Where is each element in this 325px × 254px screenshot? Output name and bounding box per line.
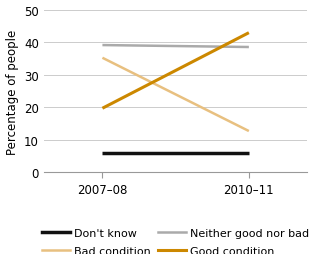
Y-axis label: Percentage of people: Percentage of people: [6, 29, 19, 154]
Legend: Don't know, Bad condition, Neither good nor bad, Good condition: Don't know, Bad condition, Neither good …: [38, 224, 314, 254]
